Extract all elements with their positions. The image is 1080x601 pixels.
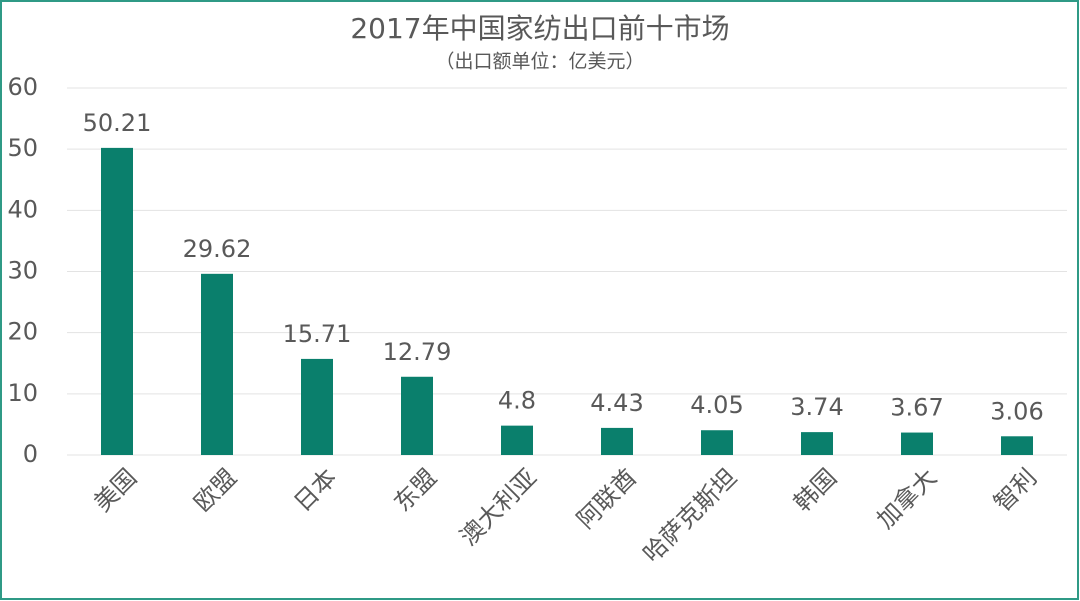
y-tick-label: 50 bbox=[7, 134, 38, 162]
chart-subtitle: （出口额单位：亿美元） bbox=[435, 51, 644, 73]
bar bbox=[801, 432, 833, 455]
x-tick-label: 智利 bbox=[988, 463, 1042, 517]
x-tick-label: 阿联酋 bbox=[571, 463, 642, 534]
x-tick-label: 日本 bbox=[288, 463, 342, 517]
x-tick-label: 加拿大 bbox=[871, 463, 942, 534]
bar bbox=[101, 147, 133, 455]
y-tick-label: 10 bbox=[7, 379, 38, 407]
value-label: 29.62 bbox=[183, 235, 252, 263]
value-label: 3.06 bbox=[990, 397, 1043, 425]
bar bbox=[501, 425, 533, 455]
y-tick-label: 40 bbox=[7, 195, 38, 223]
y-tick-label: 30 bbox=[7, 257, 38, 285]
y-tick-label: 60 bbox=[7, 73, 38, 101]
value-label: 3.67 bbox=[890, 394, 943, 422]
value-label: 50.21 bbox=[83, 109, 152, 137]
bar bbox=[701, 430, 733, 455]
x-tick-label: 澳大利亚 bbox=[455, 463, 543, 551]
value-label: 3.74 bbox=[790, 393, 843, 421]
x-tick-label: 哈萨克斯坦 bbox=[638, 463, 743, 568]
value-label: 4.43 bbox=[590, 389, 643, 417]
y-tick-label: 20 bbox=[7, 318, 38, 346]
bar bbox=[901, 432, 933, 455]
value-label: 4.8 bbox=[498, 387, 536, 415]
bar bbox=[1001, 436, 1033, 455]
x-tick-label: 美国 bbox=[88, 463, 142, 517]
chart-title: 2017年中国家纺出口前十市场 bbox=[350, 12, 729, 45]
value-label: 15.71 bbox=[283, 320, 352, 348]
y-tick-label: 0 bbox=[23, 440, 38, 468]
bar bbox=[201, 273, 233, 455]
x-tick-label: 韩国 bbox=[788, 463, 842, 517]
value-label: 4.05 bbox=[690, 391, 743, 419]
bar bbox=[401, 376, 433, 455]
value-label: 12.79 bbox=[383, 338, 452, 366]
bar bbox=[301, 358, 333, 455]
x-tick-label: 东盟 bbox=[388, 463, 442, 517]
bar bbox=[601, 427, 633, 455]
x-tick-label: 欧盟 bbox=[188, 463, 242, 517]
